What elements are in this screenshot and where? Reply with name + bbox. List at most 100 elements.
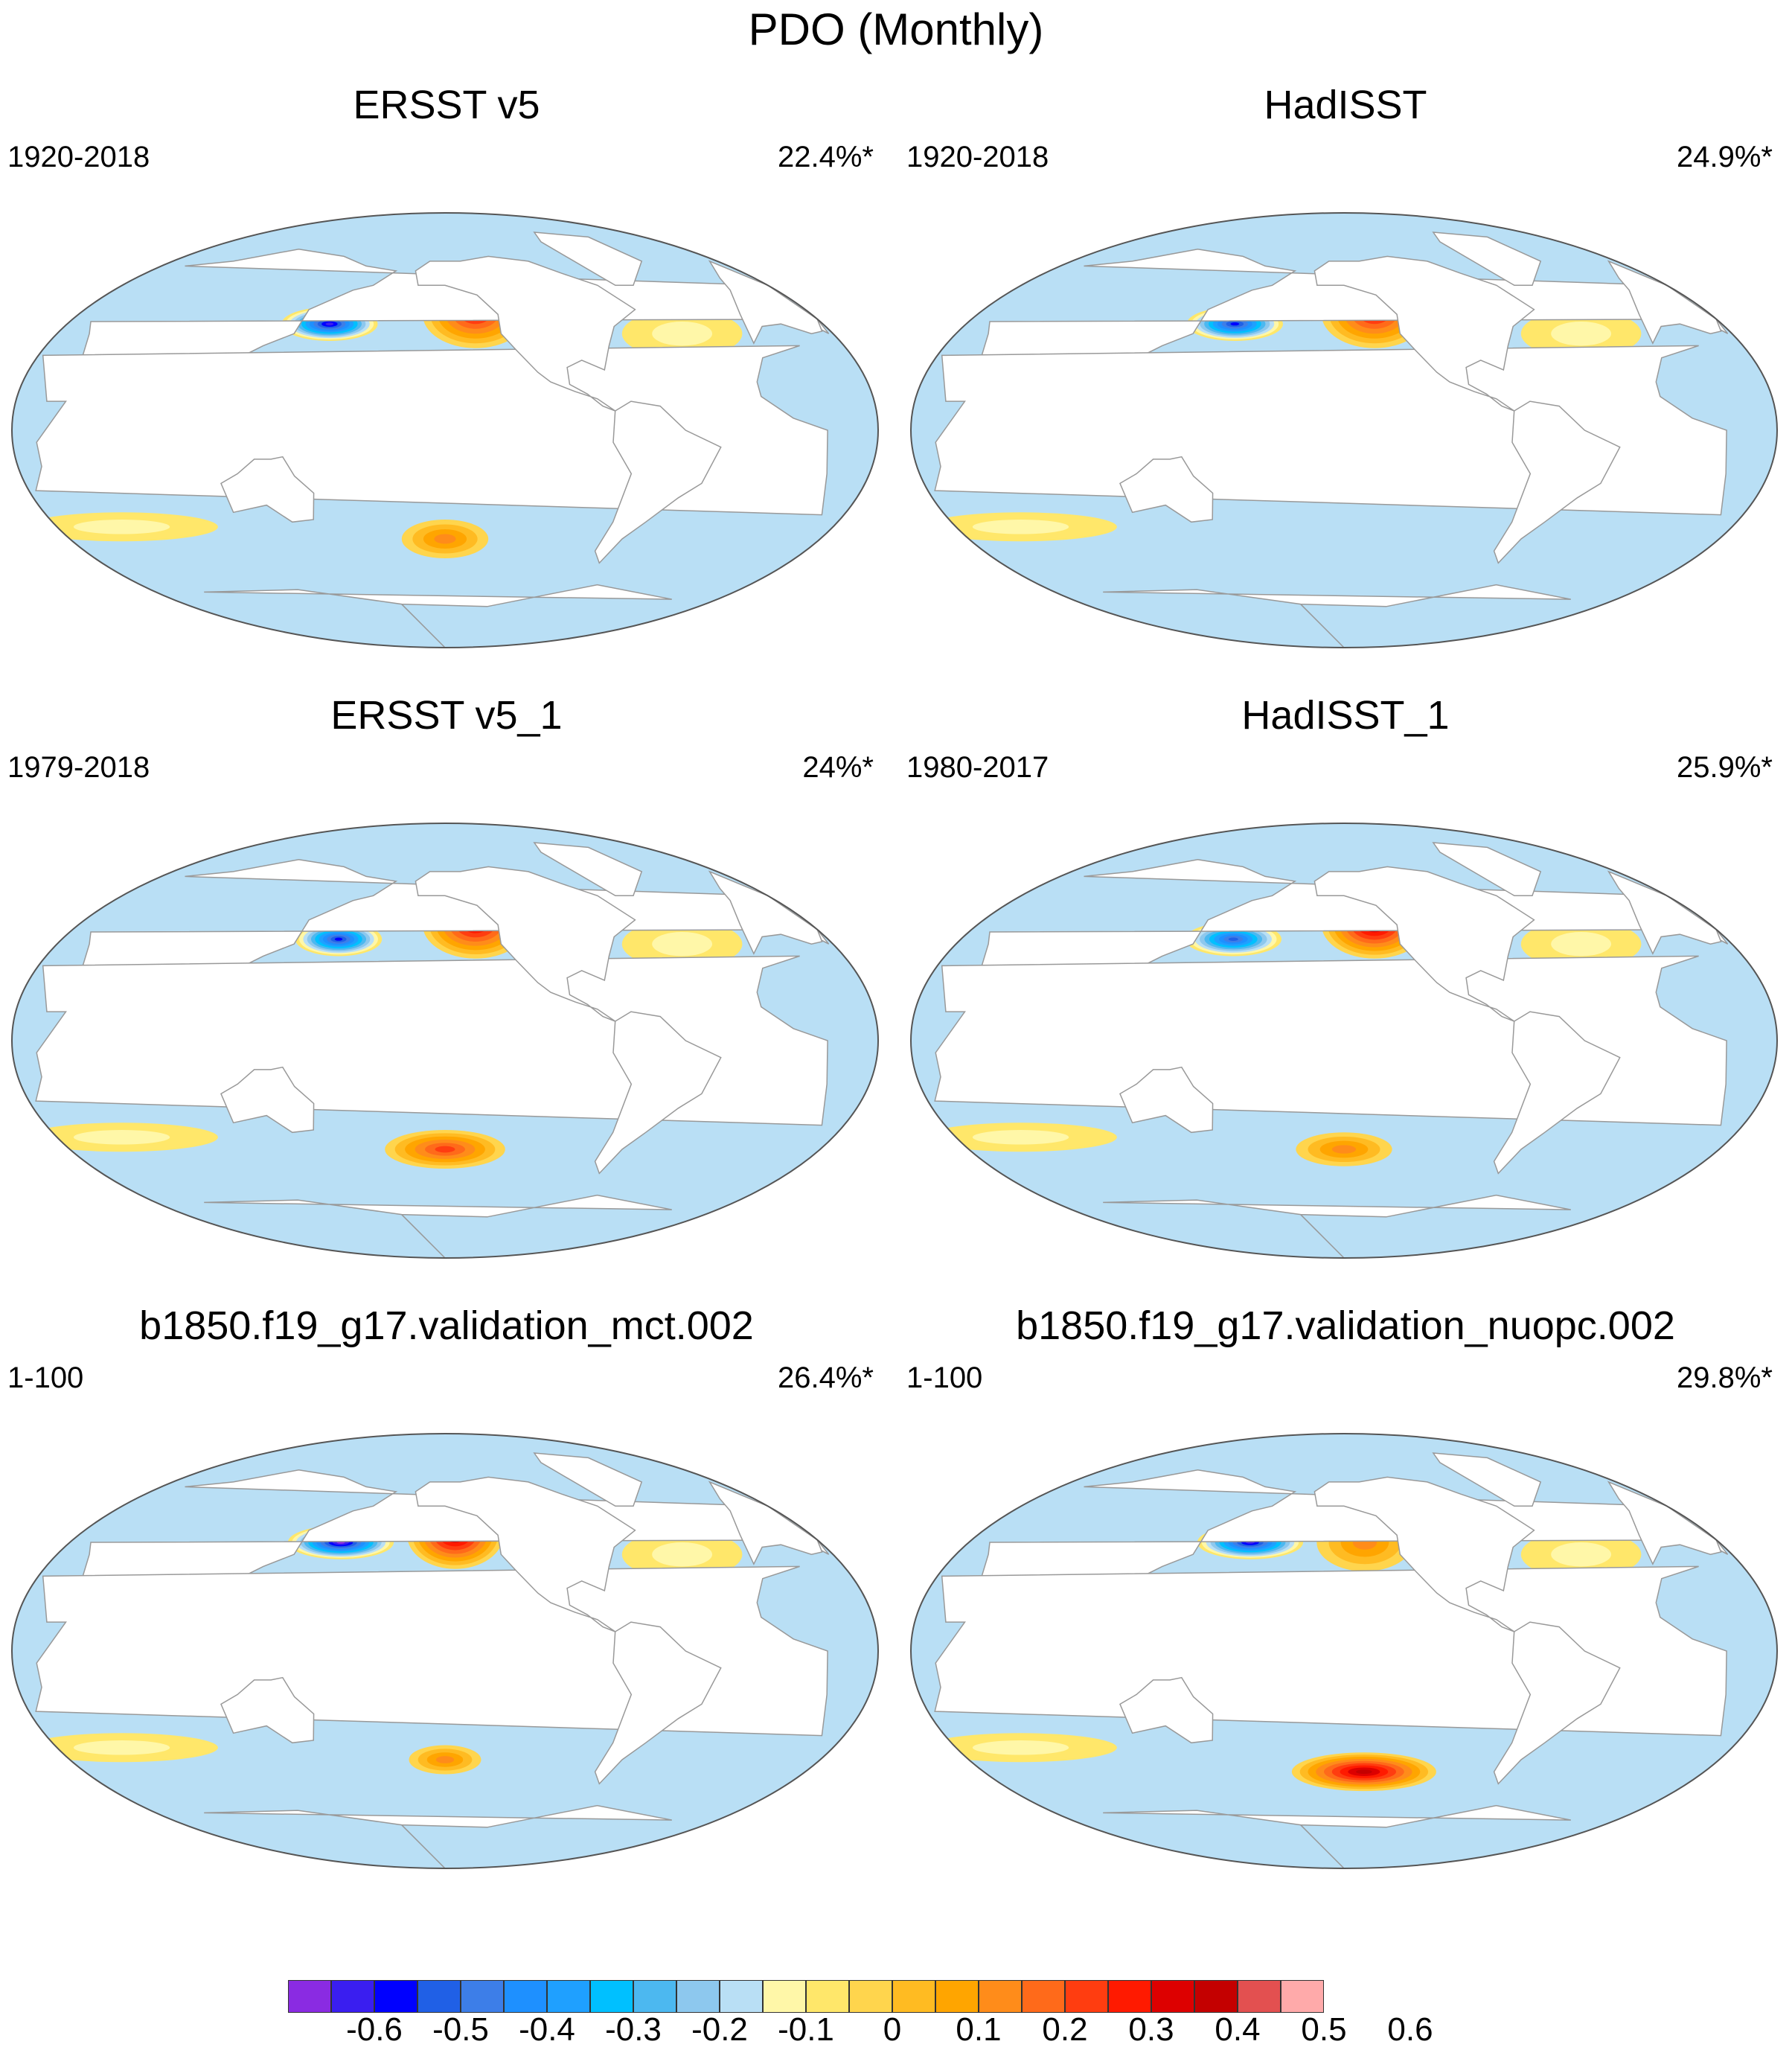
colorbar-bin: [763, 1980, 806, 2013]
land-europe: [1607, 260, 1722, 345]
colorbar-bin: [504, 1980, 547, 2013]
figure-title: PDO (Monthly): [748, 4, 1044, 54]
field-contour-undefined: [652, 1542, 713, 1567]
colorbar-bin: [979, 1980, 1022, 2013]
colorbar-bin: [935, 1980, 979, 2013]
colorbar-bin: [720, 1980, 763, 2013]
field-contour-undefined: [1551, 932, 1612, 957]
field-contour-undefined: [73, 1130, 170, 1145]
land-africa: [934, 1565, 1727, 1737]
period-label: 1979-2018: [7, 751, 150, 784]
colorbar-tick-label: 0.3: [1128, 2011, 1174, 2048]
land-antarctica: [1103, 1804, 1571, 1868]
period-label: 1920-2018: [7, 141, 150, 173]
variance-label: 29.8%*: [1677, 1361, 1773, 1394]
map-outline: [910, 212, 1778, 648]
land-europe: [1607, 870, 1722, 955]
land-europe: [708, 1481, 823, 1565]
map-nuopc: [910, 1433, 1778, 1869]
field-contour-undefined: [1551, 1542, 1612, 1567]
field-contour-undefined: [73, 1740, 170, 1755]
variance-label: 24%*: [802, 751, 874, 784]
land-africa: [35, 345, 828, 516]
variance-label: 24.9%*: [1677, 141, 1773, 173]
map-outline: [11, 212, 879, 648]
field-contour-sp: [1331, 1145, 1357, 1154]
land-namerica: [1313, 255, 1535, 412]
colorbar-tick-label: -0.4: [519, 2011, 575, 2048]
land-antarctica: [1103, 584, 1571, 648]
land-australia: [220, 456, 315, 523]
land-australia: [1119, 1676, 1214, 1744]
period-label: 1920-2018: [906, 141, 1049, 173]
colorbar-bin: [1108, 1980, 1151, 2013]
panel-ersst: ERSST v5 1920-2018 22.4%*: [0, 80, 893, 691]
field-contour-sp: [1356, 1769, 1372, 1775]
field-contour-undefined: [972, 1130, 1069, 1145]
land-europe: [708, 260, 823, 345]
period-label: 1980-2017: [906, 751, 1049, 784]
land-australia: [220, 1676, 315, 1744]
land-namerica: [1313, 1476, 1535, 1632]
land-africa: [35, 955, 828, 1126]
land-greenland: [1432, 1452, 1542, 1507]
colorbar-bin: [1281, 1980, 1324, 2013]
field-contour-undefined: [652, 322, 713, 346]
field-contour-undefined: [1551, 322, 1612, 346]
map-mct: [11, 1433, 879, 1869]
land-africa: [934, 345, 1727, 516]
colorbar-bin: [633, 1980, 676, 2013]
panel-title: ERSST v5_1: [330, 693, 563, 738]
land-africa: [934, 955, 1727, 1126]
colorbar-bin: [1151, 1980, 1194, 2013]
land-namerica: [415, 255, 636, 412]
land-samerica: [1493, 1011, 1621, 1175]
period-label: 1-100: [7, 1361, 84, 1394]
colorbar-tick-label: -0.3: [605, 2011, 662, 2048]
panel-hadisst: HadISST 1920-2018 24.9%*: [899, 80, 1792, 691]
map-outline: [910, 823, 1778, 1259]
land-antarctica: [204, 1194, 672, 1258]
colorbar-tick-label: 0.1: [956, 2011, 1002, 2048]
colorbar-bin: [288, 1980, 331, 2013]
field-contour-sp: [435, 1146, 455, 1153]
colorbar-tick-label: -0.5: [432, 2011, 489, 2048]
land-europe: [708, 870, 823, 955]
colorbar-bin: [1194, 1980, 1238, 2013]
colorbar-tick-label: -0.1: [778, 2011, 834, 2048]
panel-title: b1850.f19_g17.validation_mct.002: [139, 1303, 754, 1348]
land-antarctica: [204, 584, 672, 648]
map-outline: [11, 1433, 879, 1869]
colorbar-bin: [1065, 1980, 1108, 2013]
land-australia: [1119, 1066, 1214, 1134]
land-europe: [1607, 1481, 1722, 1565]
land-greenland: [533, 1452, 643, 1507]
panel-ersst-1: ERSST v5_1 1979-2018 24%*: [0, 691, 893, 1301]
colorbar-tick-label: 0.2: [1042, 2011, 1088, 2048]
field-contour-sp: [434, 534, 456, 544]
colorbar-bin: [806, 1980, 849, 2013]
field-contour-undefined: [972, 1740, 1069, 1755]
field-contour-undefined: [972, 520, 1069, 534]
colorbar-bin: [590, 1980, 633, 2013]
land-samerica: [1493, 1621, 1621, 1785]
panel-nuopc: b1850.f19_g17.validation_nuopc.002 1-100…: [899, 1301, 1792, 1912]
map-hadisst: [910, 212, 1778, 648]
panel-title: HadISST_1: [1241, 693, 1450, 738]
colorbar-bin: [849, 1980, 892, 2013]
map-outline: [910, 1433, 1778, 1869]
land-namerica: [1313, 866, 1535, 1022]
colorbar-bin: [331, 1980, 374, 2013]
panel-title: HadISST: [1264, 83, 1427, 127]
land-antarctica: [1103, 1194, 1571, 1258]
land-antarctica: [204, 1804, 672, 1868]
land-samerica: [594, 1011, 722, 1175]
colorbar-bin: [417, 1980, 461, 2013]
colorbar-bin: [676, 1980, 720, 2013]
land-australia: [220, 1066, 315, 1134]
colorbar-bin: [547, 1980, 590, 2013]
land-greenland: [1432, 231, 1542, 287]
colorbar-tick-label: 0.6: [1387, 2011, 1433, 2048]
land-africa: [35, 1565, 828, 1737]
period-label: 1-100: [906, 1361, 983, 1394]
